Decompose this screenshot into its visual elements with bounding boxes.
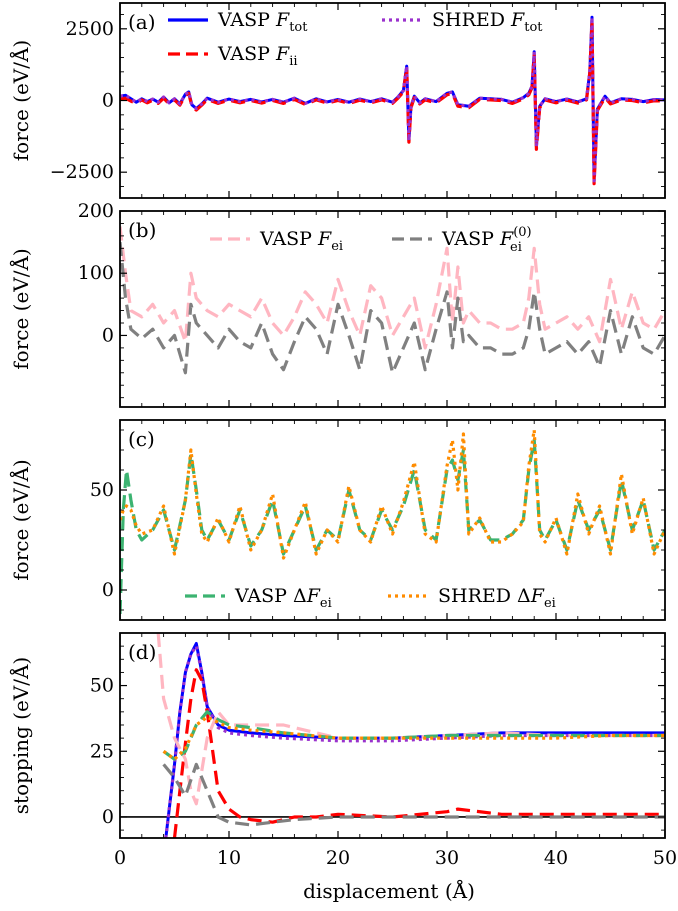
y-tick-label: 50 [90,479,114,501]
series-line: VASP F_ei [120,226,665,350]
legend-label: VASP Fei [259,228,343,254]
series-line: VASP F_tot [164,642,665,838]
axes-frame [119,632,666,839]
series-line: VASP F_ei^(0) [162,762,665,827]
series-line: VASP ΔF_ei [120,438,665,615]
y-tick-label: 0 [102,579,114,601]
x-tick-label: 50 [653,847,677,869]
series-line: SHRED F_tot [164,644,665,838]
axes-frame [119,210,666,408]
legend-label: VASP Ftot [217,9,308,35]
x-tick-label: 40 [544,847,568,869]
y-tick-label: 0 [102,90,114,112]
x-tick-label: 30 [435,847,459,869]
y-axis-label: stopping (eV/Å) [8,657,33,814]
series-line: VASP F_ei^(0) [120,241,665,375]
y-axis-label: force (eV/Å) [8,248,33,369]
series-line: VASP ΔF_ei [162,710,665,761]
y-tick-label: 0 [102,806,114,828]
series-line: SHRED F_tot [120,15,665,183]
series-line: VASP F_ii [120,18,665,186]
y-tick-label: −2500 [50,161,114,183]
y-tick-label: 100 [78,262,114,284]
series-line: SHRED ΔF_ei [162,715,665,761]
series-line: VASP F_ii [172,668,665,838]
y-tick-label: 0 [102,324,114,346]
legend-label: SHRED Ftot [432,9,543,35]
x-tick-label: 10 [217,847,241,869]
legend: VASP ΔFei SHRED ΔFei [185,585,556,611]
panel-label: (a) [128,10,156,34]
axes-frame [119,419,666,621]
y-tick-label: 25 [90,740,114,762]
legend-label: VASP F(0) ei [441,225,532,255]
y-tick-label: 50 [90,675,114,697]
y-tick-label: 200 [78,200,114,222]
legend-label: VASP Fii [217,43,298,69]
legend: VASP Fei VASP F(0) ei [210,225,532,255]
x-tick-label: 0 [114,847,126,869]
x-tick-label: 20 [326,847,350,869]
panel-label: (b) [128,218,156,242]
legend: VASP Ftot SHRED Ftot VASP Fii [168,9,543,69]
x-axis-label: displacement (Å) [303,878,475,903]
panel-label: (d) [128,640,156,664]
y-tick-label: 2500 [66,18,114,40]
y-axis-label: force (eV/Å) [8,459,33,580]
legend-label: VASP ΔFei [234,585,332,611]
series-line: VASP F_tot [120,15,665,183]
series-line: VASP F_ei [156,633,665,806]
series-line: SHRED ΔF_ei [120,428,665,560]
panel-label: (c) [128,427,155,451]
legend-label: SHRED ΔFei [438,585,556,611]
y-axis-label: force (eV/Å) [8,40,33,161]
